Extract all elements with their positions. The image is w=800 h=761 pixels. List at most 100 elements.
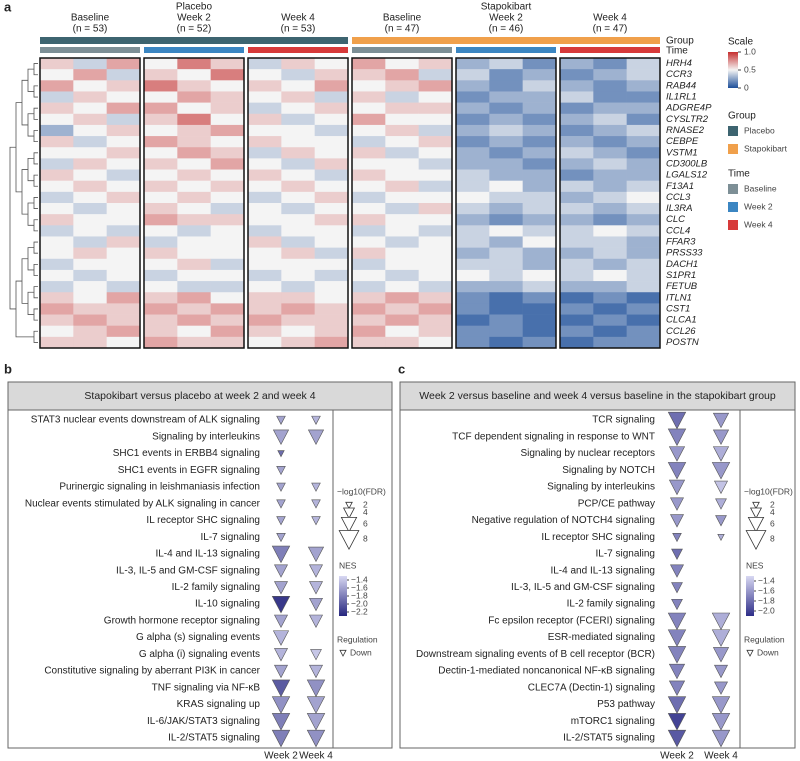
triangle-marker bbox=[671, 548, 683, 560]
size-legend-label: 6 bbox=[363, 518, 368, 528]
pathway-label: Signaling by interleukins bbox=[152, 431, 260, 442]
heatmap-cell bbox=[106, 225, 141, 237]
heatmap-cell bbox=[144, 214, 178, 226]
heatmap-cell bbox=[281, 325, 315, 338]
heatmap-cell bbox=[177, 124, 211, 137]
heatmap-cell bbox=[40, 281, 74, 293]
heatmap-cell bbox=[522, 91, 557, 103]
triangle-marker bbox=[712, 412, 730, 429]
column-label: Week 2 bbox=[264, 751, 298, 761]
gene-label: POSTN bbox=[666, 337, 699, 348]
heatmap-cell bbox=[489, 336, 523, 349]
column-label: Week 2 bbox=[660, 751, 694, 761]
heatmap-cell bbox=[489, 281, 523, 293]
colorbar bbox=[746, 576, 754, 616]
gene-label: FFAR3 bbox=[666, 237, 696, 248]
triangle-marker bbox=[306, 713, 326, 731]
heatmap-cell bbox=[626, 91, 661, 103]
triangle-marker bbox=[306, 679, 326, 698]
size-legend bbox=[747, 516, 765, 533]
heatmap-cell bbox=[385, 169, 419, 181]
heatmap-cell bbox=[281, 336, 315, 349]
triangle-marker bbox=[309, 597, 323, 612]
heatmap-cell bbox=[281, 247, 315, 260]
heatmap-cell bbox=[73, 158, 107, 170]
heatmap-cell bbox=[248, 225, 282, 237]
heatmap-cell bbox=[73, 203, 107, 215]
heatmap-cell bbox=[489, 136, 523, 148]
heatmap-cell bbox=[314, 136, 349, 148]
heatmap-cell bbox=[352, 258, 386, 271]
heatmap-cell bbox=[314, 258, 349, 271]
heatmap-cell bbox=[593, 58, 627, 70]
gene-label: CEBPE bbox=[666, 136, 699, 147]
heatmap-cell bbox=[314, 102, 349, 115]
heatmap-cell bbox=[210, 203, 245, 215]
heatmap-cell bbox=[489, 147, 523, 159]
gene-label: RNASE2 bbox=[666, 125, 705, 136]
heatmap-cell bbox=[248, 58, 282, 70]
heatmap-cell bbox=[418, 124, 453, 137]
heatmap-cell bbox=[210, 113, 245, 126]
heatmap-cell bbox=[626, 102, 661, 115]
heatmap-cell bbox=[626, 336, 661, 349]
heatmap-cell bbox=[560, 102, 594, 115]
heatmap-cell bbox=[144, 203, 178, 215]
heatmap-cell bbox=[352, 303, 386, 315]
triangle-marker bbox=[711, 713, 731, 731]
triangle-marker bbox=[712, 647, 730, 663]
size-legend-label: 6 bbox=[770, 518, 775, 528]
heatmap-cell bbox=[456, 147, 490, 159]
heatmap-cell bbox=[626, 247, 661, 260]
heatmap-cell bbox=[73, 281, 107, 293]
heatmap-cell bbox=[352, 69, 386, 81]
heatmap-cell bbox=[210, 147, 245, 159]
heatmap-cell bbox=[626, 136, 661, 148]
panel-header bbox=[399, 381, 796, 411]
dendrogram bbox=[15, 280, 34, 338]
gene-label: CLCA1 bbox=[666, 315, 697, 326]
heatmap-cell bbox=[560, 336, 594, 349]
heatmap-cell bbox=[456, 236, 490, 248]
gene-label: CCR3 bbox=[666, 69, 693, 80]
triangle-marker bbox=[714, 664, 728, 679]
heatmap-cell bbox=[522, 102, 557, 115]
triangle-marker bbox=[274, 648, 288, 662]
colorbar-label: −2.2 bbox=[351, 606, 368, 616]
dendrogram bbox=[33, 219, 38, 232]
triangle-marker bbox=[670, 514, 684, 528]
heatmap-cell bbox=[489, 158, 523, 170]
heatmap-cell bbox=[593, 80, 627, 92]
heatmap-cell bbox=[106, 169, 141, 181]
dendrogram bbox=[9, 146, 16, 310]
dendrogram bbox=[33, 152, 38, 165]
colorbar-label: −1.8 bbox=[758, 595, 775, 605]
heatmap-cell bbox=[418, 91, 453, 103]
heatmap-cell bbox=[560, 314, 594, 326]
heatmap-cell bbox=[456, 91, 490, 103]
dendrogram bbox=[21, 169, 28, 215]
heatmap-cell bbox=[522, 180, 557, 193]
heatmap-cell bbox=[314, 325, 349, 338]
gene-label: RAB44 bbox=[666, 80, 696, 91]
pathway-label: IL-2 family signaling bbox=[172, 582, 260, 593]
heatmap-cell bbox=[210, 314, 245, 326]
heatmap-cell bbox=[281, 124, 315, 137]
heatmap-cell bbox=[489, 91, 523, 103]
heatmap-cell bbox=[177, 80, 211, 92]
heatmap-cell bbox=[456, 113, 490, 126]
heatmap-cell bbox=[248, 113, 282, 126]
heatmap-cell bbox=[281, 113, 315, 126]
heatmap-cell bbox=[177, 69, 211, 81]
triangle-marker bbox=[276, 415, 286, 425]
triangle-marker bbox=[311, 516, 321, 526]
heatmap-cell bbox=[418, 169, 453, 181]
heatmap-cell bbox=[560, 203, 594, 215]
colorbar-label: −1.6 bbox=[758, 585, 775, 595]
triangle-marker bbox=[271, 595, 291, 614]
triangle-marker bbox=[309, 581, 323, 595]
size-legend bbox=[745, 530, 767, 550]
heatmap-cell bbox=[385, 314, 419, 326]
heatmap-cell bbox=[40, 292, 74, 304]
triangle-marker bbox=[711, 696, 731, 714]
